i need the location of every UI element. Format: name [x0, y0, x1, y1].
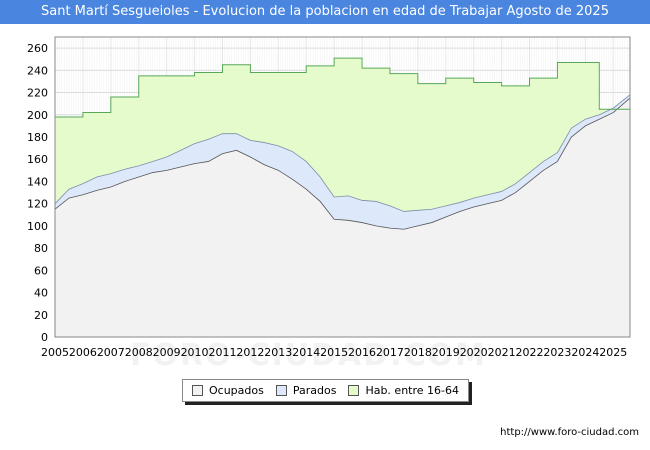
x-tick-label: 2005 [41, 346, 69, 359]
x-tick-label: 2006 [69, 346, 97, 359]
legend-item-ocupados: Ocupados [191, 384, 264, 397]
x-tick-label: 2019 [432, 346, 460, 359]
y-tick-label: 200 [27, 109, 48, 122]
y-tick-label: 260 [27, 42, 48, 55]
source-url[interactable]: http://www.foro-ciudad.com [500, 427, 639, 438]
series-ocupados-area [55, 98, 630, 337]
x-tick-label: 2012 [236, 346, 264, 359]
y-tick-label: 180 [27, 131, 48, 144]
y-tick-label: 40 [34, 287, 48, 300]
y-tick-label: 60 [34, 264, 48, 277]
x-tick-label: 2023 [543, 346, 571, 359]
x-tick-label: 2008 [125, 346, 153, 359]
series-ocupados-line [54, 97, 631, 230]
x-tick-label: 2020 [460, 346, 488, 359]
legend-swatch-ocupados [191, 385, 203, 396]
x-tick-label: 2014 [292, 346, 320, 359]
y-tick-label: 220 [27, 87, 48, 100]
y-tick-label: 20 [34, 309, 48, 322]
x-tick-label: 2018 [404, 346, 432, 359]
x-tick-label: 2016 [348, 346, 376, 359]
x-tick-label: 2024 [571, 346, 599, 359]
chart-title: Sant Martí Sesgueioles - Evolucion de la… [41, 4, 609, 19]
y-tick-label: 160 [27, 153, 48, 166]
y-tick-label: 80 [34, 242, 48, 255]
series-parados-line [54, 94, 631, 212]
legend-swatch-hab [348, 385, 360, 396]
y-tick-label: 240 [27, 64, 48, 77]
legend-label-hab: Hab. entre 16-64 [365, 384, 459, 397]
legend-swatch-parados [275, 385, 287, 396]
legend-item-parados: Parados [275, 384, 337, 397]
x-tick-label: 2025 [599, 346, 627, 359]
watermark: FORO-CIUDAD.COM [130, 338, 487, 373]
series-hab-line [55, 57, 631, 118]
title-bar: Sant Martí Sesgueioles - Evolucion de la… [0, 0, 650, 24]
x-tick-label: 2011 [208, 346, 236, 359]
y-tick-label: 120 [27, 198, 48, 211]
x-tick-label: 2015 [320, 346, 348, 359]
legend-label-ocupados: Ocupados [208, 384, 264, 397]
x-tick-label: 2010 [181, 346, 209, 359]
x-tick-label: 2009 [153, 346, 181, 359]
legend-item-hab: Hab. entre 16-64 [348, 384, 459, 397]
legend-label-parados: Parados [292, 384, 337, 397]
legend: Ocupados Parados Hab. entre 16-64 [182, 379, 469, 402]
y-tick-label: 140 [27, 175, 48, 188]
x-tick-label: 2021 [488, 346, 516, 359]
x-tick-label: 2017 [376, 346, 404, 359]
y-tick-label: 100 [27, 220, 48, 233]
y-tick-label: 0 [41, 331, 48, 344]
x-tick-label: 2007 [97, 346, 125, 359]
x-tick-label: 2013 [264, 346, 292, 359]
x-tick-label: 2022 [516, 346, 544, 359]
plot-frame [54, 36, 631, 338]
